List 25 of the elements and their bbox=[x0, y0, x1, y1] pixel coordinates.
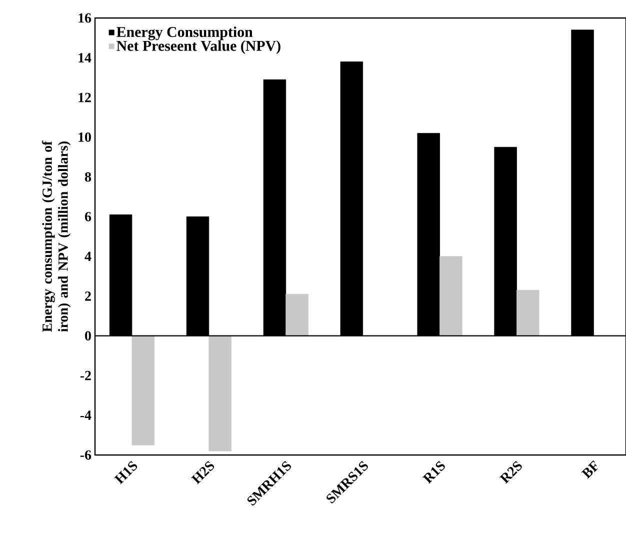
y-tick-label: 0 bbox=[85, 331, 91, 341]
legend-label: Net Preseent Value (NPV) bbox=[116, 40, 280, 54]
x-tick-label: H2S bbox=[191, 461, 214, 484]
y-tick-label: 14 bbox=[78, 53, 92, 62]
y-tick-label: -2 bbox=[80, 370, 91, 380]
y-tick-label: 8 bbox=[84, 172, 92, 182]
y-tick-label: 16 bbox=[78, 13, 92, 23]
y-tick-label: 6 bbox=[84, 212, 92, 222]
bar bbox=[208, 336, 232, 452]
x-tick-label: R2S bbox=[499, 461, 522, 484]
bar bbox=[440, 256, 462, 336]
y-tick-label: 2 bbox=[85, 291, 91, 301]
x-tick-label: H1S bbox=[114, 461, 138, 484]
legend-label: Energy Consumption bbox=[116, 26, 253, 40]
x-tick-label: BF bbox=[581, 460, 598, 479]
y-tick-label: -4 bbox=[80, 410, 92, 420]
y-axis-title: Energy consumption (GJ/ton of iron) and NPV (million dollars) bbox=[42, 140, 71, 332]
x-tick-label: R1S bbox=[422, 461, 445, 484]
y-tick-label: 4 bbox=[84, 252, 92, 261]
bar bbox=[132, 336, 154, 446]
bar bbox=[516, 290, 540, 336]
y-tick-label: -6 bbox=[80, 450, 92, 460]
y-tick-label: 10 bbox=[78, 132, 91, 142]
y-tick-label: 12 bbox=[78, 92, 91, 102]
bar bbox=[286, 294, 308, 336]
